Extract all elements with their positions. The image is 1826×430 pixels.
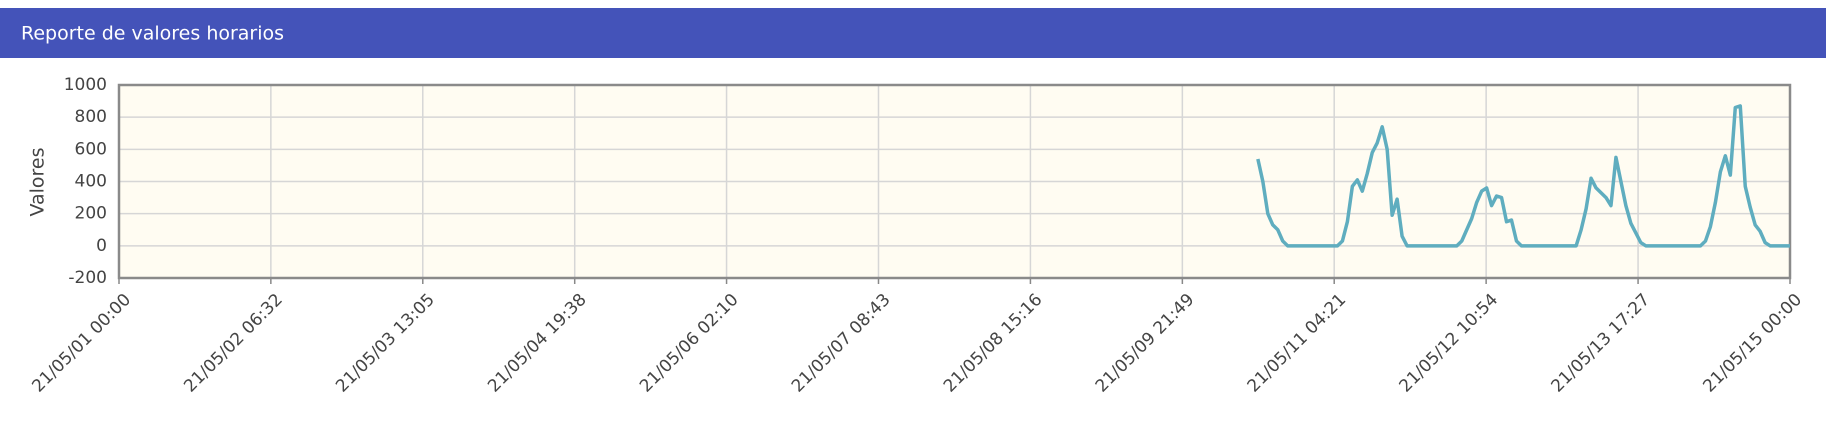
x-tick-label: 21/05/12 10:54 (1396, 290, 1503, 397)
plot-border (117, 83, 1792, 280)
data-line (1256, 104, 1790, 248)
x-tick-label: 21/05/01 00:00 (28, 290, 135, 397)
x-tick-label: 21/05/15 00:00 (1699, 290, 1806, 397)
x-tick-label: 21/05/02 06:32 (180, 290, 287, 397)
y-tick-label: 1000 (64, 75, 107, 95)
y-tick-label: 600 (75, 139, 107, 159)
x-tick-label: 21/05/08 15:16 (940, 290, 1047, 397)
x-tick-label: 21/05/04 19:38 (484, 290, 591, 397)
y-tick-label: 400 (75, 172, 107, 192)
x-tick-label: 21/05/11 04:21 (1244, 290, 1351, 397)
x-tick-label: 21/05/07 08:43 (788, 290, 895, 397)
chart-title: Reporte de valores horarios (21, 23, 284, 45)
x-tick-label: 21/05/06 02:10 (636, 290, 743, 397)
x-tick-label: 21/05/13 17:27 (1547, 290, 1654, 397)
header-bar (0, 8, 1826, 58)
y-tick-label: -200 (68, 268, 107, 288)
x-tick-label: 21/05/03 13:05 (332, 290, 439, 397)
y-tick-label: 0 (96, 236, 107, 256)
x-tick-label: 21/05/09 21:49 (1092, 290, 1199, 397)
y-axis-label: Valores (27, 147, 49, 216)
y-tick-label: 200 (75, 204, 107, 224)
y-tick-label: 800 (75, 107, 107, 127)
